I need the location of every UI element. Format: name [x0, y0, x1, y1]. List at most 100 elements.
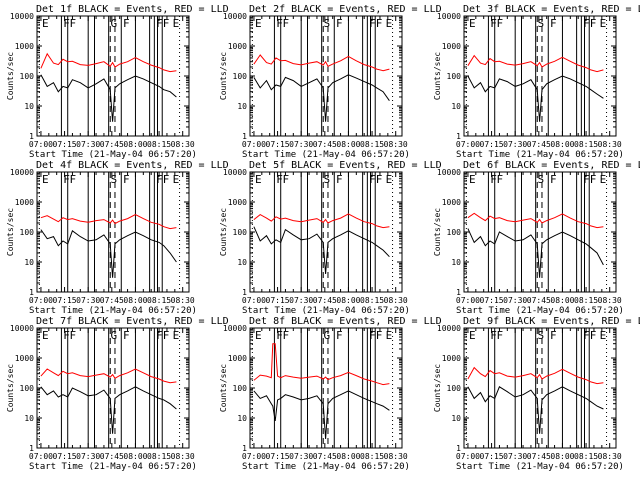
y-tick-label: 1000 — [228, 198, 247, 207]
region-label: F — [497, 329, 504, 342]
region-label: E — [173, 173, 180, 186]
chart-title: Det 8f BLACK = Events, RED = LLD — [249, 316, 442, 327]
series-events-line — [253, 226, 390, 274]
x-tick-label: 08:15 — [147, 140, 171, 149]
series-lld-line — [253, 343, 390, 386]
region-label: F — [123, 329, 130, 342]
region-label: F — [490, 173, 497, 186]
region-label: E — [255, 17, 262, 30]
y-axis-label: Counts/sec — [6, 364, 15, 412]
y-tick-label: 10 — [24, 102, 34, 111]
y-tick-label: 1000 — [15, 42, 34, 51]
series-events-line — [253, 390, 390, 440]
x-axis-label: Start Time (21-May-04 06:57:20) — [456, 150, 624, 160]
region-label: E — [386, 17, 393, 30]
y-tick-label: 10 — [237, 102, 247, 111]
y-tick-label: 10 — [24, 414, 34, 423]
x-tick-label: 07:30 — [503, 452, 527, 461]
series-lld-line — [467, 54, 604, 73]
region-label: F — [123, 173, 130, 186]
region-label: F — [497, 173, 504, 186]
chart-title: Det 5f BLACK = Events, RED = LLD — [249, 160, 442, 171]
y-tick-label: 10 — [237, 258, 247, 267]
x-tick-label: 07:00 — [456, 140, 480, 149]
y-tick-label: 1000 — [442, 354, 461, 363]
x-tick-label: 07:15 — [53, 140, 77, 149]
x-tick-label: 07:15 — [480, 140, 504, 149]
x-tick-label: 07:45 — [313, 296, 337, 305]
region-label: E — [255, 173, 262, 186]
x-tick-label: 07:00 — [242, 296, 266, 305]
x-tick-label: 07:00 — [242, 452, 266, 461]
x-tick-label: 08:30 — [598, 140, 622, 149]
x-tick-label: 08:00 — [123, 140, 147, 149]
y-axis-label: Counts/sec — [219, 208, 228, 256]
x-tick-label: 07:00 — [29, 296, 53, 305]
region-label: S — [323, 17, 330, 30]
y-tick-label: 100 — [233, 384, 248, 393]
chart-title: Det 6f BLACK = Events, RED = LLD — [463, 160, 640, 171]
y-tick-label: 10 — [451, 414, 461, 423]
y-tick-label: 1000 — [442, 198, 461, 207]
region-label: E — [469, 17, 476, 30]
y-tick-label: 10000 — [10, 324, 34, 333]
y-axis-label: Counts/sec — [219, 364, 228, 412]
chart-title: Det 2f BLACK = Events, RED = LLD — [249, 4, 442, 15]
x-tick-label: 07:45 — [527, 296, 551, 305]
x-tick-label: 08:15 — [574, 452, 598, 461]
x-tick-label: 07:15 — [266, 452, 290, 461]
x-tick-label: 08:30 — [598, 452, 622, 461]
x-axis-label: Start Time (21-May-04 06:57:20) — [242, 150, 410, 160]
region-label: E — [600, 329, 607, 342]
series-events-line — [40, 74, 177, 122]
x-tick-label: 07:30 — [289, 452, 313, 461]
series-lld-line — [40, 52, 177, 73]
region-label: F — [63, 17, 70, 30]
y-tick-label: 100 — [20, 228, 35, 237]
y-tick-label: 100 — [20, 384, 35, 393]
x-tick-label: 08:15 — [147, 452, 171, 461]
x-axis-label: Start Time (21-May-04 06:57:20) — [456, 462, 624, 472]
x-tick-label: 08:30 — [171, 296, 195, 305]
region-label: F — [336, 329, 343, 342]
plot-frame — [249, 171, 403, 293]
series-events-line — [253, 74, 390, 122]
x-tick-label: 07:30 — [76, 296, 100, 305]
series-events-line — [467, 228, 604, 278]
y-tick-label: 1 — [456, 288, 461, 297]
y-tick-label: 1 — [242, 288, 247, 297]
region-label: F — [70, 17, 77, 30]
region-label: E — [173, 17, 180, 30]
y-tick-label: 1 — [242, 444, 247, 453]
x-tick-label: 08:00 — [550, 452, 574, 461]
y-axis-label: Counts/sec — [219, 52, 228, 100]
x-tick-label: 07:15 — [266, 296, 290, 305]
y-axis-label: Counts/sec — [6, 52, 15, 100]
x-tick-label: 08:30 — [171, 452, 195, 461]
series-lld-line — [467, 366, 604, 385]
x-tick-label: 08:15 — [574, 140, 598, 149]
series-events-line — [40, 386, 177, 434]
x-tick-label: 07:15 — [53, 452, 77, 461]
x-tick-label: 07:15 — [53, 296, 77, 305]
x-tick-label: 07:45 — [527, 452, 551, 461]
x-tick-label: 08:15 — [574, 296, 598, 305]
region-label: E — [42, 173, 49, 186]
region-label: E — [600, 17, 607, 30]
y-tick-label: 1000 — [15, 198, 34, 207]
y-tick-label: 1 — [242, 132, 247, 141]
x-tick-label: 08:30 — [384, 140, 408, 149]
y-axis-label: Counts/sec — [433, 364, 442, 412]
x-axis-label: Start Time (21-May-04 06:57:20) — [456, 306, 624, 316]
x-tick-label: 08:00 — [336, 296, 360, 305]
region-label: F — [550, 329, 557, 342]
region-label: E — [173, 329, 180, 342]
region-label: F — [123, 17, 130, 30]
region-label: F — [490, 17, 497, 30]
